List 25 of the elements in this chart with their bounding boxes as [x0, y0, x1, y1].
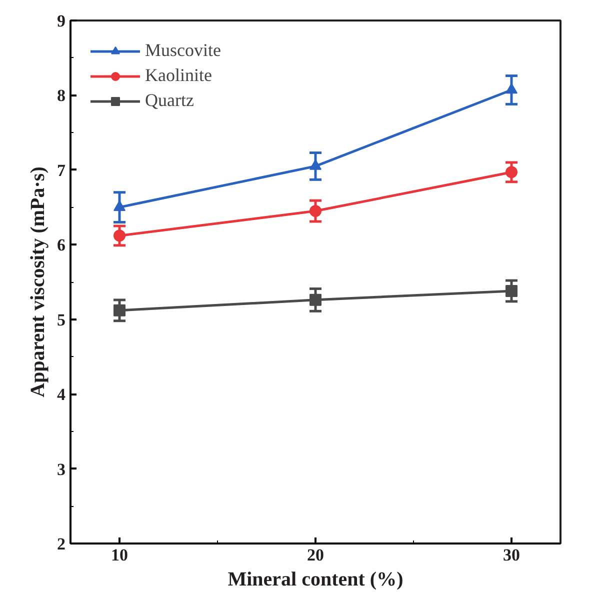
point [114, 230, 126, 242]
y-tick-label: 5 [57, 310, 66, 330]
y-tick-label: 6 [57, 236, 66, 255]
y-tick-label: 3 [57, 460, 66, 479]
point [506, 284, 518, 297]
y-axis-title: Apparent viscosity (mPa·s) [27, 166, 49, 398]
y-tick-label: 2 [57, 534, 66, 554]
point [310, 205, 322, 218]
x-tick-label: 20 [307, 546, 324, 564]
point [114, 304, 126, 316]
legend-label: Quartz [145, 90, 194, 111]
legend-label: Muscovite [145, 40, 221, 61]
y-tick-label: 9 [57, 12, 66, 30]
y-tick-label: 7 [57, 160, 66, 180]
point [114, 200, 126, 211]
point [506, 166, 518, 178]
point [506, 83, 518, 94]
x-axis-title: Mineral content (%) [228, 568, 404, 590]
point [310, 159, 322, 170]
point [310, 294, 322, 306]
x-tick-label: 30 [503, 546, 520, 564]
y-tick-label: 4 [57, 385, 66, 404]
y-tick-label: 8 [57, 86, 66, 106]
legend-label: Kaolinite [145, 65, 212, 86]
x-tick-label: 10 [111, 546, 128, 564]
